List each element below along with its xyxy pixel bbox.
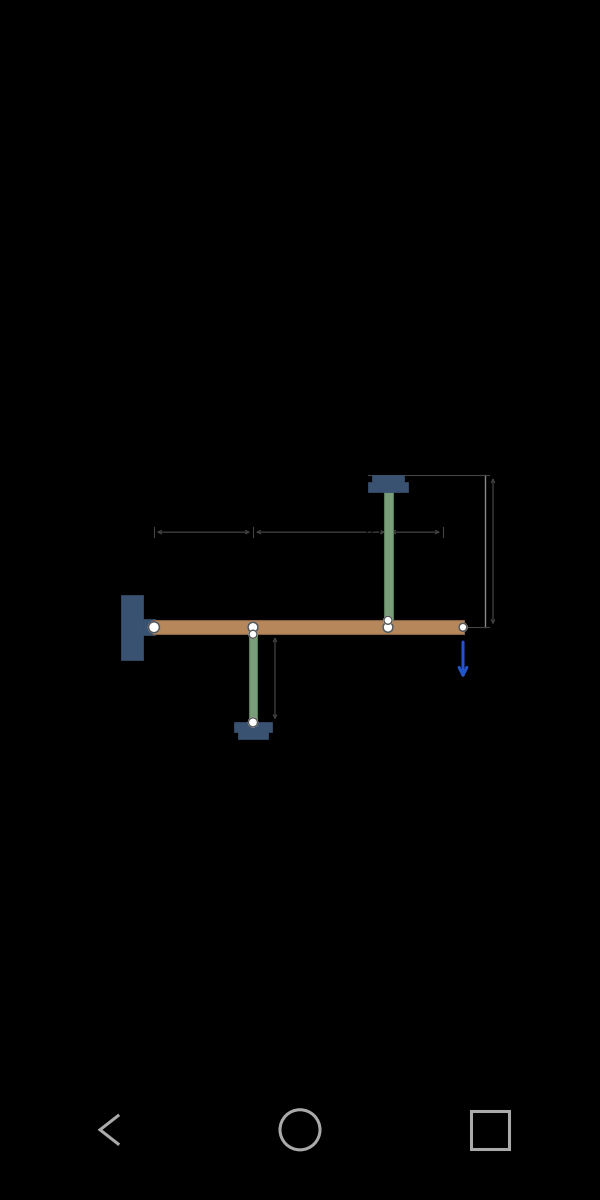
Text: 3.   A rigid bar ABCD is supported by two bars as shown in Figure below. There i: 3. A rigid bar ABCD is supported by two … (12, 342, 600, 355)
Bar (368, 482, 408, 492)
Circle shape (248, 718, 257, 727)
Text: A: A (146, 648, 154, 661)
Text: (1): (1) (218, 680, 235, 692)
Text: (1) is 590 μ. Determine:: (1) is 590 μ. Determine: (38, 370, 191, 383)
Bar (143, 619, 155, 635)
Text: 465mm: 465mm (301, 515, 341, 526)
Text: D: D (464, 648, 473, 661)
Text: 900 mm: 900 mm (278, 673, 321, 683)
Text: Rigid bar: Rigid bar (309, 618, 362, 631)
Bar (471, 1111, 509, 1148)
Text: C: C (384, 648, 392, 661)
Circle shape (248, 623, 258, 632)
Text: 240 mm: 240 mm (182, 515, 225, 526)
Bar (121, 595, 143, 660)
Text: the vertical bars before load P is applied. After load P is applied, the normal : the vertical bars before load P is appli… (38, 356, 600, 370)
Circle shape (249, 630, 257, 638)
Text: before the load is applied.: before the load is applied. (75, 418, 242, 430)
Bar (249, 635, 257, 722)
Text: a.   The normal strain in bar (2).: a. The normal strain in bar (2). (52, 388, 256, 400)
Text: before the load is applied.: before the load is applied. (75, 448, 242, 460)
Text: B: B (247, 648, 255, 661)
Bar (234, 722, 272, 732)
Bar (238, 732, 268, 739)
Text: (2): (2) (365, 524, 382, 538)
Text: 1,500 mm: 1,500 mm (497, 546, 550, 556)
Bar (383, 492, 392, 620)
Text: b.   The normal strain in bar (2) if there is a 1 mm gap in the connection at pi: b. The normal strain in bar (2) if there… (52, 403, 567, 416)
Bar (372, 475, 404, 482)
Circle shape (384, 617, 392, 624)
Circle shape (383, 623, 393, 632)
Text: P: P (470, 667, 478, 680)
Circle shape (149, 622, 160, 632)
Circle shape (459, 623, 467, 631)
Bar (153, 620, 464, 635)
Text: 140 mm: 140 mm (394, 515, 437, 526)
Text: c.   The normal strain in bar (2) if there is a 1 mm gap in the connection at pi: c. The normal strain in bar (2) if there… (52, 433, 566, 446)
